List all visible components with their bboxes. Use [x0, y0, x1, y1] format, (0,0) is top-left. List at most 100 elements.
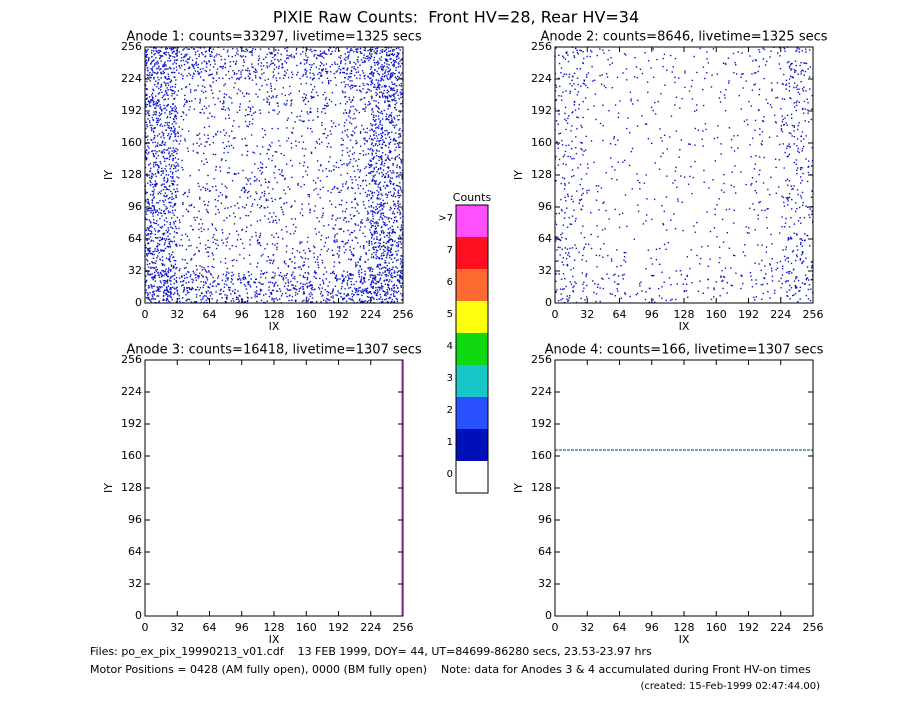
count-dot	[206, 141, 208, 143]
count-dot	[153, 253, 155, 256]
count-dot	[401, 282, 403, 284]
count-dot	[188, 100, 191, 102]
count-dot	[308, 285, 310, 287]
count-dot	[212, 285, 214, 288]
count-dot	[373, 61, 376, 64]
count-dot	[190, 258, 193, 260]
count-dot	[171, 196, 173, 198]
count-dot	[195, 57, 198, 60]
count-dot	[375, 123, 377, 125]
count-dot	[299, 274, 301, 276]
count-dot	[384, 202, 386, 205]
count-dot	[342, 183, 344, 185]
count-dot	[286, 273, 288, 275]
count-dot	[359, 99, 362, 101]
count-dot	[381, 129, 383, 131]
count-dot	[226, 271, 228, 273]
count-dot	[146, 53, 149, 56]
count-dot	[270, 291, 273, 294]
count-dot	[373, 222, 375, 224]
count-dot	[157, 229, 160, 232]
count-dot	[378, 191, 380, 193]
count-dot	[166, 92, 168, 94]
count-dot	[286, 57, 288, 59]
count-dot	[251, 66, 253, 68]
count-dot	[390, 293, 392, 296]
count-dot	[330, 203, 333, 206]
count-dot	[301, 147, 304, 150]
count-dot	[214, 198, 217, 201]
count-dot	[393, 98, 395, 101]
count-dot	[313, 96, 315, 98]
count-dot	[362, 88, 364, 90]
count-dot	[219, 191, 222, 194]
count-dot	[326, 250, 328, 252]
count-dot	[286, 99, 288, 102]
count-dot	[147, 112, 150, 115]
count-dot	[349, 76, 351, 79]
count-dot	[227, 70, 230, 73]
count-dot	[251, 171, 253, 174]
count-dot	[382, 173, 384, 176]
count-dot	[289, 85, 291, 88]
count-dot	[381, 118, 384, 120]
count-dot	[730, 284, 733, 287]
count-dot	[178, 297, 181, 300]
count-dot	[173, 223, 175, 225]
count-dot	[169, 233, 171, 235]
count-dot	[225, 238, 227, 240]
count-dot	[167, 285, 170, 287]
count-dot	[182, 215, 184, 217]
count-dot	[164, 76, 167, 78]
count-dot	[384, 101, 386, 104]
count-dot	[380, 112, 382, 114]
count-dot	[224, 262, 227, 264]
count-dot	[751, 286, 754, 288]
count-dot	[380, 214, 382, 216]
count-dot	[398, 157, 401, 159]
count-dot	[295, 52, 297, 55]
count-dot	[350, 69, 353, 72]
count-dot	[162, 172, 164, 174]
count-dot	[382, 73, 384, 75]
count-dot	[395, 47, 398, 50]
count-dot	[189, 91, 192, 93]
count-dot	[788, 272, 790, 275]
count-dot	[377, 198, 379, 200]
count-dot	[333, 169, 335, 171]
count-dot	[368, 242, 370, 245]
count-dot	[621, 274, 624, 276]
count-dot	[160, 151, 163, 154]
count-dot	[375, 94, 377, 97]
count-dot	[282, 211, 284, 213]
count-dot	[164, 232, 166, 235]
count-dot	[368, 249, 370, 252]
count-dot	[285, 274, 288, 277]
count-dot	[569, 255, 571, 258]
count-dot	[336, 240, 338, 243]
count-dot	[366, 217, 369, 219]
count-dot	[350, 259, 352, 261]
count-dot	[172, 175, 174, 178]
count-dot	[161, 263, 163, 265]
count-dot	[386, 249, 389, 251]
count-dot	[327, 48, 330, 51]
count-dot	[397, 194, 399, 197]
count-dot	[270, 90, 273, 92]
count-dot	[369, 73, 371, 75]
count-dot	[170, 253, 173, 256]
count-dot	[400, 93, 402, 96]
count-dot	[368, 194, 371, 196]
count-dot	[683, 290, 686, 292]
count-dot	[300, 83, 302, 85]
count-dot	[338, 65, 340, 68]
count-dot	[273, 284, 275, 286]
count-dot	[290, 104, 292, 107]
count-dot	[347, 55, 349, 58]
count-dot	[386, 216, 388, 219]
count-dot	[224, 62, 227, 64]
count-dot	[376, 212, 379, 215]
count-dot	[163, 177, 165, 180]
count-dot	[253, 198, 256, 201]
count-dot	[382, 251, 385, 254]
